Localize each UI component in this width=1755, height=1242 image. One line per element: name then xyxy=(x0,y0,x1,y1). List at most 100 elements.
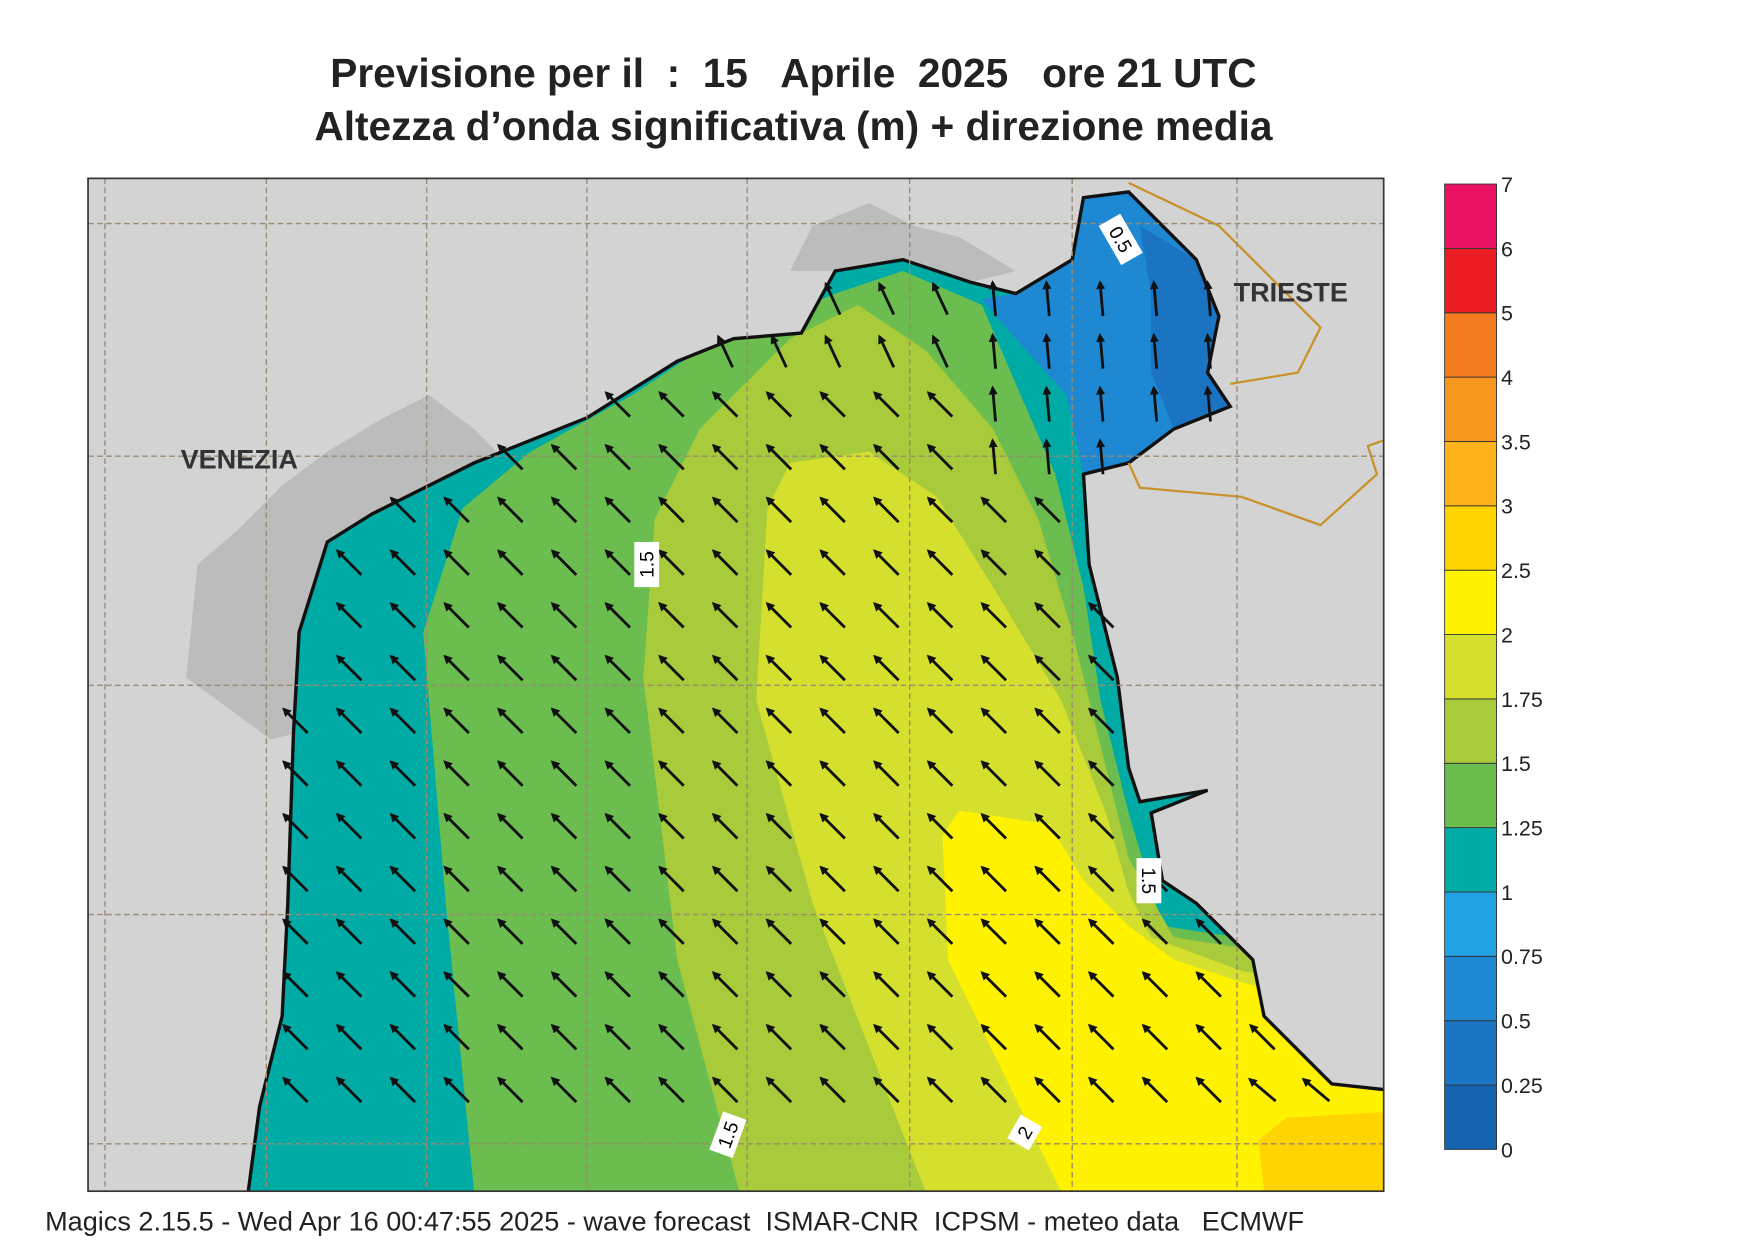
wave-arrow xyxy=(335,602,363,629)
colorbar-tick-label: 7 xyxy=(1501,173,1513,197)
coastline xyxy=(246,190,1384,1192)
wave-arrow xyxy=(658,549,685,576)
wave-arrow xyxy=(1034,602,1061,629)
colorbar-box xyxy=(1444,247,1497,314)
wave-arrow xyxy=(1195,1023,1222,1051)
wave-arrow xyxy=(389,971,417,998)
colorbar-tick-label: 0 xyxy=(1501,1138,1513,1162)
wave-arrow xyxy=(873,707,900,735)
colorbar: 0 0.25 0.5 0.75 1 1.25 1.5 1.75 2 2.5 3 3.5 4 5 6 7 xyxy=(1444,173,1543,1162)
wave-arrow xyxy=(550,602,578,629)
wave-arrow xyxy=(658,865,685,893)
contour-label: 2 xyxy=(1007,1114,1043,1151)
colorbar-box xyxy=(1444,312,1497,378)
wave-arrow xyxy=(550,549,578,576)
grid-lines xyxy=(88,178,1384,1192)
wave-arrow xyxy=(765,760,793,787)
wave-arrow xyxy=(711,1076,739,1104)
wave-arrow xyxy=(873,918,900,945)
wave-arrow xyxy=(711,865,739,893)
colorbar-box xyxy=(1444,183,1497,249)
colorbar-tick-label: 0.5 xyxy=(1501,1010,1531,1034)
wave-arrows xyxy=(282,280,1331,1104)
wave-arrow xyxy=(824,281,842,316)
band-0.25-0.5 xyxy=(1139,225,1231,430)
wave-arrow xyxy=(765,1023,793,1051)
wave-arrow xyxy=(1034,549,1061,576)
wave-arrow xyxy=(873,760,900,787)
wave-arrow xyxy=(878,334,896,368)
wave-arrow xyxy=(1042,332,1052,369)
wave-arrow xyxy=(658,1076,685,1104)
wave-arrow xyxy=(711,812,739,840)
wave-arrow xyxy=(1087,707,1115,735)
wave-arrow xyxy=(988,385,998,422)
wave-arrow xyxy=(443,865,470,893)
colorbar-tick-label: 1.25 xyxy=(1501,817,1543,841)
contour-label: 1.5 xyxy=(709,1111,747,1159)
wave-arrow xyxy=(497,1076,524,1104)
wave-arrow xyxy=(282,1076,309,1104)
graticule xyxy=(88,178,1384,1192)
wave-arrow xyxy=(658,496,685,524)
wave-arrow xyxy=(980,549,1008,576)
wave-arrow xyxy=(711,971,739,998)
wave-arrow xyxy=(497,443,524,471)
wave-arrow xyxy=(1034,1076,1061,1104)
wave-arrow xyxy=(765,1076,793,1104)
wave-arrow xyxy=(335,760,363,787)
wave-arrow xyxy=(980,918,1008,945)
wave-arrow xyxy=(926,654,954,682)
wave-arrow xyxy=(497,760,524,787)
wave-arrow xyxy=(873,602,900,629)
wave-arrow xyxy=(497,971,524,998)
wave-arrow xyxy=(282,707,309,735)
wave-arrow xyxy=(335,549,363,576)
wave-arrow xyxy=(819,549,846,576)
wave-arrow xyxy=(497,812,524,840)
wave-arrow xyxy=(1087,918,1115,945)
wave-arrow xyxy=(443,1076,470,1104)
wave-arrow xyxy=(335,865,363,893)
wave-arrow xyxy=(1149,385,1159,422)
colorbar-tick-label: 1.75 xyxy=(1501,688,1543,712)
wave-arrow xyxy=(1149,280,1159,317)
wave-arrow xyxy=(550,707,578,735)
wave-arrow xyxy=(550,1023,578,1051)
wave-arrow xyxy=(1042,385,1052,422)
wave-arrow xyxy=(604,971,631,998)
wave-arrow xyxy=(765,443,793,471)
wave-arrow xyxy=(550,760,578,787)
wave-arrow xyxy=(711,391,739,418)
wave-arrow xyxy=(443,707,470,735)
wave-arrow xyxy=(1141,918,1169,945)
wave-arrow xyxy=(389,918,417,945)
wave-arrow xyxy=(658,654,685,682)
wave-arrow xyxy=(497,1023,524,1051)
wave-arrow xyxy=(604,602,631,629)
wave-arrow xyxy=(604,443,631,471)
wave-arrow xyxy=(765,549,793,576)
wave-arrow xyxy=(658,918,685,945)
wave-arrow xyxy=(819,971,846,998)
wave-arrow xyxy=(389,707,417,735)
wave-arrow xyxy=(873,443,900,471)
lagoon xyxy=(186,395,497,740)
wave-arrow xyxy=(711,602,739,629)
wave-arrow xyxy=(711,918,739,945)
wave-arrow xyxy=(873,391,900,418)
wave-arrow xyxy=(926,391,954,418)
wave-arrow xyxy=(980,812,1008,840)
wave-arrow xyxy=(1203,385,1213,422)
wave-arrow xyxy=(988,280,998,317)
wave-arrow xyxy=(878,281,896,316)
wave-arrow xyxy=(282,918,309,945)
wave-arrow xyxy=(819,1076,846,1104)
wave-arrow xyxy=(1203,332,1213,369)
wave-arrow xyxy=(604,496,631,524)
colorbar-tick-label: 2 xyxy=(1501,623,1513,647)
wave-arrow xyxy=(765,391,793,418)
wave-arrow xyxy=(931,334,949,368)
wave-arrow xyxy=(389,1023,417,1051)
